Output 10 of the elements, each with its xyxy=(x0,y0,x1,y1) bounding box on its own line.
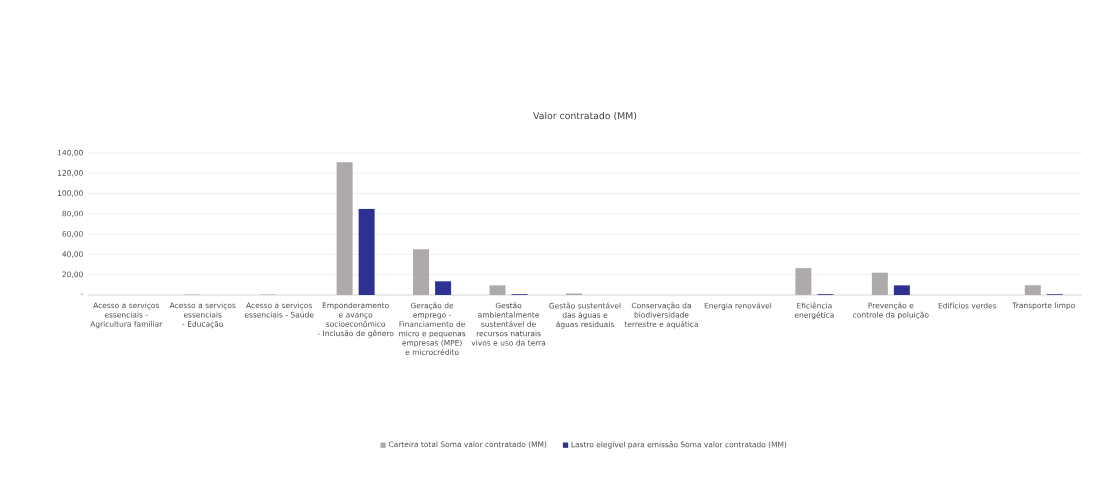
bar xyxy=(1024,285,1041,295)
bar xyxy=(336,162,353,295)
bar xyxy=(413,249,430,295)
bar xyxy=(358,208,375,295)
chart-title: Valor contratado (MM) xyxy=(533,111,637,121)
bar xyxy=(489,285,506,295)
bar xyxy=(893,285,910,295)
bar xyxy=(871,272,888,295)
bar xyxy=(435,281,452,295)
bar xyxy=(795,268,812,295)
